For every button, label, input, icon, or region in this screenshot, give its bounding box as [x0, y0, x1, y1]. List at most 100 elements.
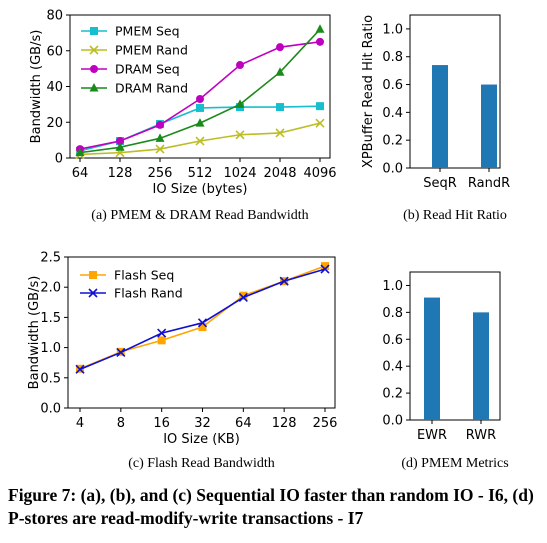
legend-label: DRAM Rand	[115, 81, 188, 96]
plot-frame	[67, 256, 336, 409]
x-tick-label: SeqR	[423, 176, 457, 191]
y-tick-label: 1.5	[40, 311, 61, 326]
y-tick-label: 0.2	[382, 134, 403, 149]
chart-2: 0.0 0.5 1.0 1.5 2.0 2.5 4 8 16 32 64 128 256 IO Size …	[27, 251, 337, 472]
chart-1: 0.0 0.2 0.4 0.6 0.8 1.0 SeqR RandR XPBuffer Read…	[361, 14, 510, 223]
data-point	[156, 120, 164, 129]
legend-label: Flash Seq	[114, 268, 174, 283]
data-point	[276, 103, 284, 112]
subfigure-caption: (a) PMEM & DRAM Read Bandwidth	[91, 208, 308, 223]
y-tick-label: 1.0	[382, 279, 403, 294]
legend-marker	[88, 288, 98, 298]
y-tick-label: 40	[46, 80, 63, 95]
plot-frame	[409, 271, 501, 421]
data-point	[321, 262, 329, 271]
y-tick-label: 0.4	[382, 360, 403, 375]
x-tick-label: 1024	[223, 166, 256, 181]
data-point	[275, 128, 285, 138]
data-point	[316, 37, 324, 46]
x-tick-label: 16	[153, 416, 170, 431]
data-point	[155, 144, 165, 154]
x-axis-label: IO Size (bytes)	[153, 182, 248, 197]
data-point	[155, 133, 165, 142]
data-point	[316, 102, 324, 111]
y-tick-label: 2.0	[40, 281, 61, 296]
y-axis-label: XPBuffer Read Hit Ratio	[361, 15, 376, 168]
x-tick-label: 512	[188, 166, 213, 181]
x-tick-label: 2048	[263, 166, 296, 181]
chart-0: 0 20 40 60 80 64 128 256 512 1024 2048 4096 IO Size …	[29, 9, 337, 224]
x-tick-label: 64	[235, 416, 252, 431]
y-tick-label: 0.4	[382, 106, 403, 121]
y-tick-label: 0.0	[382, 162, 403, 177]
y-tick-label: 0	[55, 152, 63, 167]
y-axis-label: Bandwidth (GB/s)	[29, 30, 44, 144]
x-tick-label: 8	[117, 416, 125, 431]
data-point	[75, 364, 85, 374]
series-dram-seq	[76, 37, 324, 154]
x-tick-label: EWR	[417, 428, 447, 443]
x-axis-label: IO Size (KB)	[163, 432, 240, 447]
series-dram-rand	[75, 24, 325, 157]
x-tick-label: 32	[194, 416, 211, 431]
series-flash-rand	[75, 264, 330, 374]
data-point	[75, 147, 85, 157]
y-tick-label: 80	[46, 9, 63, 24]
data-point	[157, 336, 166, 345]
legend-marker	[89, 45, 99, 55]
y-tick-label: 0.2	[382, 387, 403, 402]
legend-label: Flash Rand	[114, 286, 183, 301]
x-tick-label: RWR	[466, 428, 496, 443]
data-point	[195, 136, 205, 146]
plot-frame	[69, 14, 331, 159]
legend: Flash Seq Flash Rand	[80, 268, 183, 301]
subfigure-caption: (b) Read Hit Ratio	[403, 208, 507, 223]
figure-caption: Figure 7: (a), (b), and (c) Sequential I…	[8, 485, 534, 528]
y-tick-label: 1.0	[40, 341, 61, 356]
data-point	[276, 43, 284, 52]
legend-marker	[90, 27, 98, 35]
data-point	[279, 276, 289, 286]
data-point	[235, 99, 245, 108]
y-tick-label: 0.0	[40, 402, 61, 417]
x-tick-label: 4	[76, 416, 84, 431]
data-point	[116, 137, 124, 146]
legend-label: PMEM Rand	[115, 43, 188, 58]
data-point	[197, 318, 208, 328]
x-tick-label: 128	[108, 166, 133, 181]
bar-randr	[481, 84, 497, 168]
x-tick-label: RandR	[468, 176, 510, 191]
data-point	[198, 323, 207, 332]
legend-marker	[89, 271, 97, 279]
data-point	[116, 347, 126, 357]
y-tick-label: 20	[46, 116, 63, 131]
data-point	[195, 118, 205, 127]
data-point	[239, 291, 248, 300]
data-point	[115, 142, 125, 151]
y-tick-label: 2.5	[40, 251, 61, 266]
data-point	[236, 61, 244, 70]
legend-label: PMEM Seq	[115, 24, 180, 39]
x-tick-label: 128	[272, 416, 297, 431]
series-pmem-seq	[76, 102, 324, 155]
y-tick-label: 0.6	[382, 333, 403, 348]
data-point	[275, 67, 285, 76]
legend-marker	[90, 65, 98, 73]
x-tick-label: 256	[313, 416, 338, 431]
legend-label: DRAM Seq	[115, 62, 180, 77]
data-point	[320, 264, 330, 274]
bar-rwr	[473, 312, 489, 420]
chart-3: 0.0 0.2 0.4 0.6 0.8 1.0 EWR RWR (d) PMEM Metrics	[382, 271, 509, 471]
data-point	[196, 103, 204, 112]
x-tick-label: 256	[148, 166, 173, 181]
subfigure-caption: (d) PMEM Metrics	[401, 456, 508, 471]
x-tick-label: 4096	[303, 166, 336, 181]
legend-marker	[89, 83, 99, 92]
data-point	[157, 328, 167, 338]
legend: PMEM Seq PMEM Rand DRAM Seq DRAM Rand	[81, 24, 188, 96]
y-tick-label: 1.0	[382, 22, 403, 37]
y-tick-label: 0.8	[382, 306, 403, 321]
y-axis-label: Bandwidth (GB/s)	[27, 276, 42, 390]
subfigure-caption: (c) Flash Read Bandwidth	[128, 456, 275, 471]
